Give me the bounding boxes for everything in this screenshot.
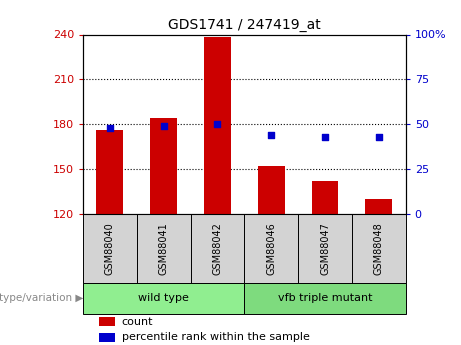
Bar: [352, 214, 406, 283]
Point: [267, 132, 275, 138]
Text: count: count: [122, 317, 153, 327]
Point: [214, 121, 221, 127]
Title: GDS1741 / 247419_at: GDS1741 / 247419_at: [168, 18, 321, 32]
Bar: [258, 166, 284, 214]
Text: GSM88040: GSM88040: [105, 222, 115, 275]
Point: [106, 125, 113, 130]
Bar: [298, 214, 352, 283]
Bar: [96, 130, 123, 214]
Point: [160, 123, 167, 129]
Bar: [150, 118, 177, 214]
Bar: [244, 283, 406, 314]
Bar: [83, 214, 137, 283]
Bar: [83, 283, 244, 314]
Text: genotype/variation ▶: genotype/variation ▶: [0, 294, 83, 303]
Text: wild type: wild type: [138, 294, 189, 303]
Bar: [137, 214, 190, 283]
Bar: [204, 38, 231, 214]
Bar: [99, 333, 115, 342]
Text: GSM88048: GSM88048: [374, 222, 384, 275]
Bar: [244, 214, 298, 283]
Text: GSM88047: GSM88047: [320, 222, 330, 275]
Bar: [365, 199, 392, 214]
Bar: [190, 214, 244, 283]
Text: GSM88042: GSM88042: [213, 222, 223, 275]
Text: percentile rank within the sample: percentile rank within the sample: [122, 332, 310, 342]
Point: [375, 134, 383, 139]
Text: vfb triple mutant: vfb triple mutant: [278, 294, 372, 303]
Text: GSM88041: GSM88041: [159, 222, 169, 275]
Bar: [99, 317, 115, 326]
Point: [321, 134, 329, 139]
Bar: [312, 181, 338, 214]
Text: GSM88046: GSM88046: [266, 222, 276, 275]
